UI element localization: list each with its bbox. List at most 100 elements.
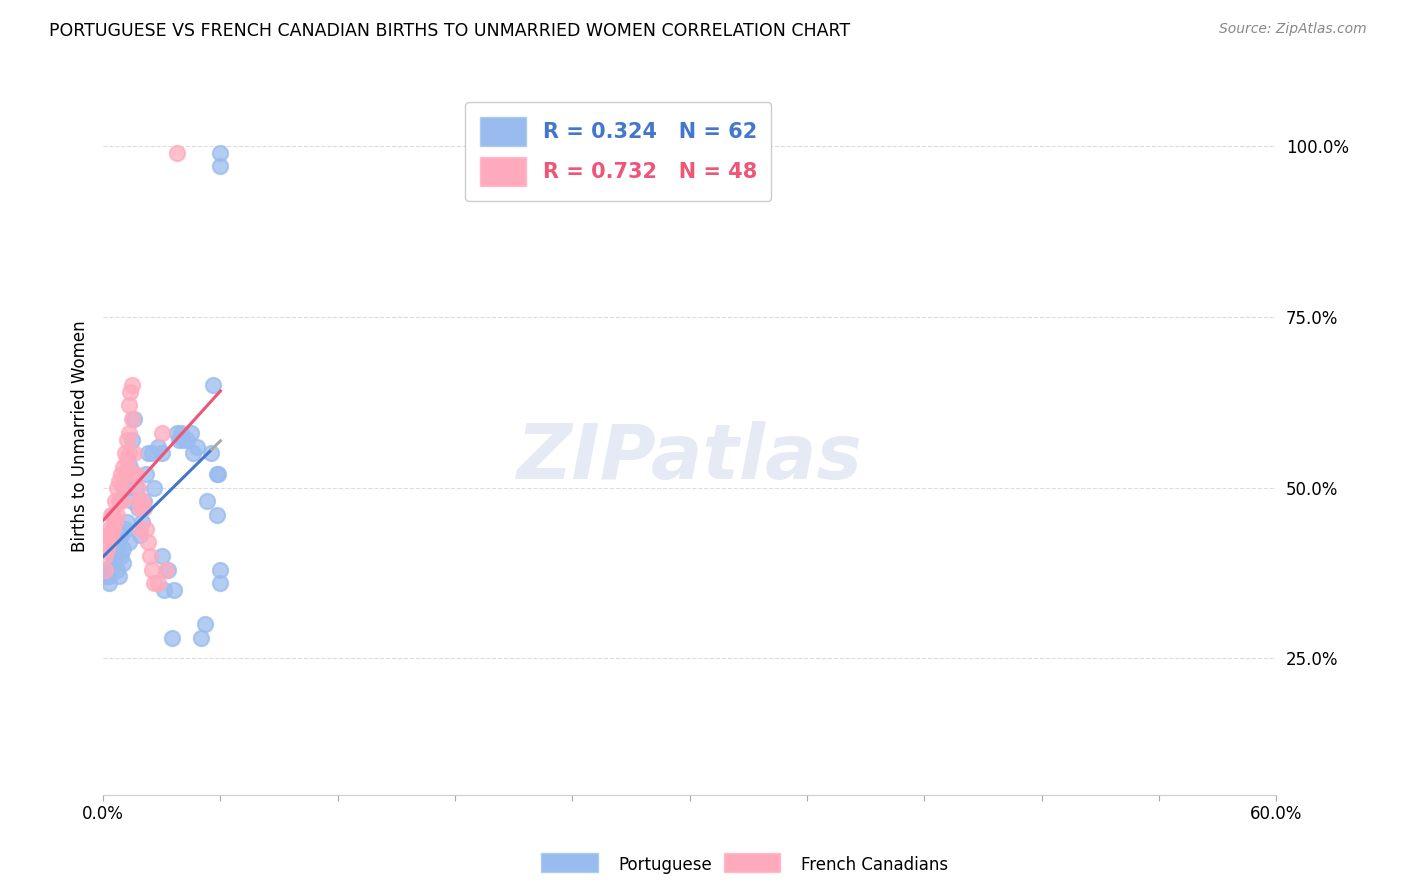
Point: [131, 515, 153, 529]
Point: [172, 433, 194, 447]
Point: [129, 522, 152, 536]
Point: [143, 576, 166, 591]
Point: [111, 541, 134, 556]
Point: [105, 562, 128, 576]
Point: [125, 481, 148, 495]
Point: [100, 508, 122, 522]
Point: [152, 582, 174, 597]
Point: [115, 433, 138, 447]
Point: [170, 425, 193, 440]
Point: [166, 425, 188, 440]
Point: [205, 467, 228, 481]
Point: [114, 481, 136, 495]
Point: [190, 631, 212, 645]
Point: [111, 481, 134, 495]
Point: [124, 412, 146, 426]
Point: [101, 549, 124, 563]
Point: [94, 562, 117, 576]
Point: [129, 501, 152, 516]
Point: [150, 549, 173, 563]
Point: [104, 515, 127, 529]
Point: [115, 453, 138, 467]
Point: [110, 528, 132, 542]
Point: [121, 412, 143, 426]
Point: [209, 576, 232, 591]
Point: [136, 446, 159, 460]
Point: [98, 569, 121, 583]
Point: [111, 460, 134, 475]
Point: [104, 535, 127, 549]
Point: [117, 535, 139, 549]
Point: [141, 446, 163, 460]
Point: [127, 501, 149, 516]
Point: [209, 562, 232, 576]
Point: [150, 446, 173, 460]
Point: [107, 494, 129, 508]
Text: Source: ZipAtlas.com: Source: ZipAtlas.com: [1219, 22, 1367, 37]
Point: [166, 145, 188, 160]
Point: [107, 535, 129, 549]
Point: [107, 569, 129, 583]
Point: [100, 528, 122, 542]
Text: ZIPatlas: ZIPatlas: [516, 421, 863, 495]
Point: [94, 569, 117, 583]
Point: [98, 522, 121, 536]
Point: [117, 425, 139, 440]
Point: [110, 467, 132, 481]
Point: [131, 494, 153, 508]
Point: [150, 425, 173, 440]
Point: [176, 433, 198, 447]
Point: [143, 481, 166, 495]
Point: [96, 569, 118, 583]
Point: [121, 378, 143, 392]
Point: [156, 562, 179, 576]
Point: [136, 535, 159, 549]
Point: [141, 562, 163, 576]
Point: [96, 562, 118, 576]
Point: [100, 562, 122, 576]
Point: [134, 494, 156, 508]
Point: [104, 541, 127, 556]
Point: [155, 562, 177, 576]
Point: [114, 467, 136, 481]
Point: [96, 528, 118, 542]
Text: Portuguese: Portuguese: [619, 856, 713, 874]
Point: [105, 481, 128, 495]
Point: [120, 460, 142, 475]
Point: [104, 494, 127, 508]
Point: [194, 617, 217, 632]
Text: French Canadians: French Canadians: [801, 856, 949, 874]
Point: [169, 433, 191, 447]
Point: [181, 446, 204, 460]
Point: [107, 474, 129, 488]
Point: [195, 494, 218, 508]
Point: [121, 433, 143, 447]
Point: [94, 549, 117, 563]
Point: [124, 446, 146, 460]
Point: [105, 508, 128, 522]
Point: [209, 159, 232, 173]
Point: [117, 446, 139, 460]
Text: PORTUGUESE VS FRENCH CANADIAN BIRTHS TO UNMARRIED WOMEN CORRELATION CHART: PORTUGUESE VS FRENCH CANADIAN BIRTHS TO …: [49, 22, 851, 40]
Point: [162, 582, 184, 597]
Point: [160, 631, 183, 645]
Point: [110, 549, 132, 563]
Point: [101, 522, 124, 536]
Point: [146, 576, 169, 591]
Point: [117, 399, 139, 413]
Point: [110, 494, 132, 508]
Point: [101, 556, 124, 570]
Point: [207, 467, 229, 481]
Point: [127, 481, 149, 495]
Legend: R = 0.324   N = 62, R = 0.732   N = 48: R = 0.324 N = 62, R = 0.732 N = 48: [465, 103, 772, 201]
Point: [98, 535, 121, 549]
Point: [201, 378, 224, 392]
Point: [125, 467, 148, 481]
Point: [186, 440, 208, 454]
Point: [127, 494, 149, 508]
Point: [134, 501, 156, 516]
Point: [114, 446, 136, 460]
Point: [180, 425, 202, 440]
Point: [200, 446, 222, 460]
Point: [146, 440, 169, 454]
